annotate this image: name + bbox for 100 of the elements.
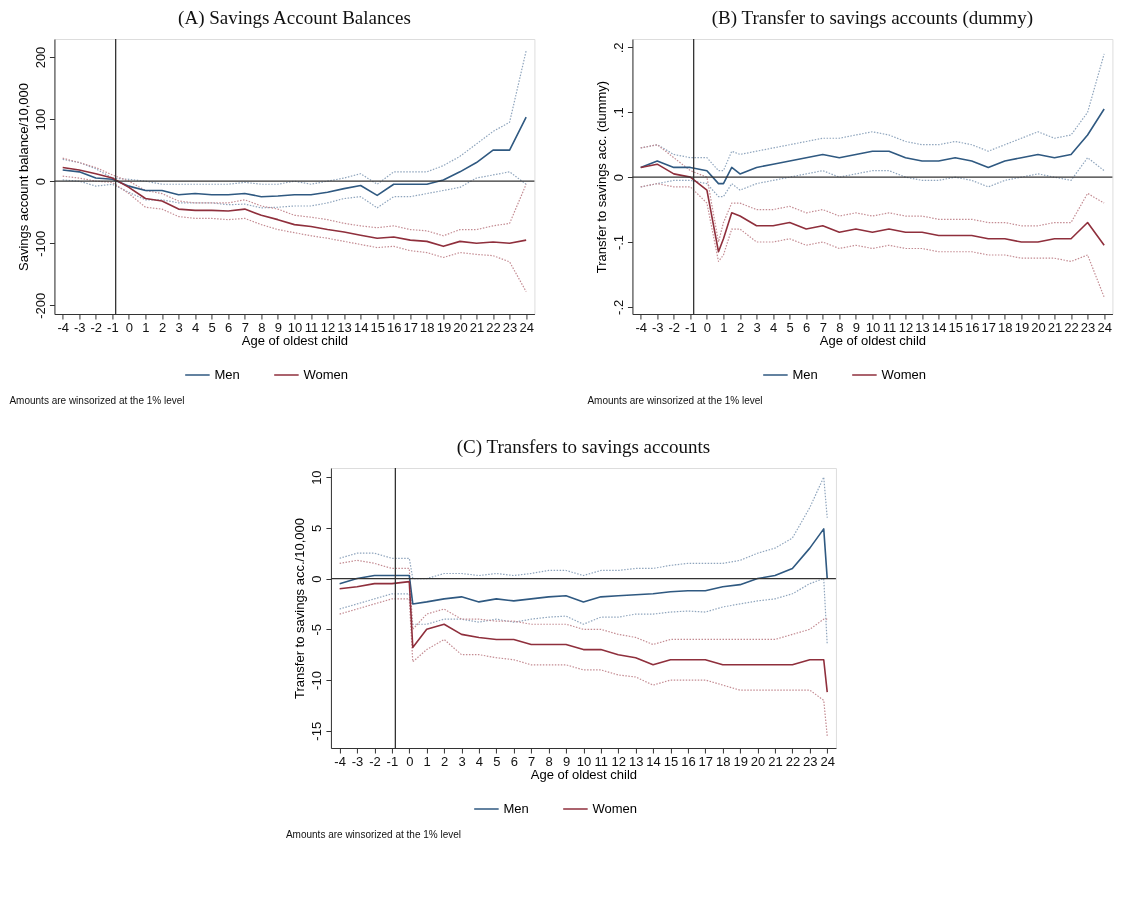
x-tick-label: -1 (386, 753, 399, 769)
y-tick-label: 0 (32, 178, 48, 186)
line-series (61, 116, 527, 198)
x-tick-label: 18 (420, 319, 435, 335)
x-tick-label: 19 (436, 319, 452, 335)
x-tick-label: 4 (192, 319, 200, 335)
x-tick-label: 20 (453, 319, 468, 335)
y-tick-label: .2 (610, 42, 626, 54)
y-tick-label: -.1 (610, 234, 626, 251)
chart-title: (B) Transfer to savings accounts (dummy) (711, 7, 1034, 30)
x-tick-label: 4 (475, 753, 484, 769)
x-tick-label: -4 (635, 319, 647, 335)
text: Amounts are winsorized at the 1% level (9, 395, 185, 406)
x-tick-label: 14 (353, 319, 369, 335)
y-tick-label: 10 (309, 470, 325, 485)
y-axis-title: Transfer to savings acc./10,000 (292, 518, 308, 699)
x-tick-label: 15 (663, 753, 679, 769)
x-tick-label: 5 (493, 753, 501, 769)
x-tick-label: 13 (628, 753, 644, 769)
x-axis-title: Age of oldest child (241, 332, 349, 348)
chart-title: (A) Savings Account Balances (178, 7, 411, 30)
x-tick-label: 12 (320, 319, 336, 335)
x-tick-label: 21 (1047, 319, 1063, 335)
text: Amounts are winsorized at the 1% level (285, 829, 462, 840)
legend-label: Men (503, 801, 529, 816)
x-tick-label: 15 (948, 319, 963, 335)
y-axis-title: Transfer to savings acc. (dummy) (593, 80, 609, 274)
x-tick-label: 19 (1014, 319, 1030, 335)
x-tick-label: 2 (441, 753, 449, 769)
x-tick-label: 18 (998, 319, 1013, 335)
x-tick-label: 3 (175, 319, 183, 335)
x-tick-label: -1 (107, 319, 119, 335)
x-tick-label: 0 (125, 319, 134, 335)
x-tick-label: 9 (852, 319, 860, 335)
x-tick-label: 7 (241, 319, 249, 335)
x-tick-label: -1 (685, 319, 697, 335)
y-tick-label: -.2 (610, 299, 626, 315)
x-tick-label: 20 (750, 753, 766, 769)
x-tick-label: 3 (458, 753, 466, 769)
x-tick-label: 6 (510, 753, 518, 769)
line-series (640, 183, 1105, 298)
x-tick-label: 0 (703, 319, 712, 335)
x-tick-label: 6 (803, 319, 811, 335)
line-series (62, 50, 527, 185)
x-tick-label: 13 (915, 319, 930, 335)
x-tick-label: 22 (486, 319, 501, 335)
x-tick-label: 1 (423, 753, 431, 769)
x-tick-label: 11 (882, 319, 897, 335)
text: Amounts are winsorized at the 1% level (587, 395, 763, 406)
x-tick-label: 12 (611, 753, 626, 769)
line-series (338, 580, 829, 693)
x-tick-label: 10 (576, 753, 592, 769)
x-tick-label: 16 (965, 319, 980, 335)
x-tick-label: 10 (865, 319, 881, 335)
line-series (339, 577, 828, 646)
x-tick-label: 19 (733, 753, 748, 769)
x-tick-label: 4 (770, 319, 778, 335)
x-tick-label: -4 (57, 319, 69, 335)
y-tick-label: -200 (32, 292, 48, 319)
legend-label: Men (214, 367, 240, 382)
x-tick-label: 5 (208, 319, 216, 335)
y-tick-label: 200 (32, 46, 48, 69)
legend-label: Women (592, 801, 637, 816)
line-series (62, 171, 527, 209)
x-tick-label: -4 (334, 753, 346, 769)
y-tick-label: -100 (32, 230, 48, 257)
y-tick-label: 100 (32, 108, 48, 131)
x-tick-label: -3 (651, 319, 664, 335)
x-axis-title: Age of oldest child (819, 332, 927, 348)
x-tick-label: 22 (785, 753, 801, 769)
x-tick-label: -2 (668, 319, 681, 335)
y-tick-label: -5 (309, 624, 325, 636)
x-tick-label: 23 (803, 753, 818, 769)
line-series (639, 163, 1105, 253)
legend-label: Women (881, 367, 926, 382)
x-tick-label: -3 (351, 753, 364, 769)
line-series (338, 528, 829, 605)
x-tick-label: 14 (931, 319, 947, 335)
x-axis-title: Age of oldest child (530, 766, 638, 782)
x-tick-label: 14 (646, 753, 661, 769)
line-series (62, 175, 527, 293)
x-tick-label: 8 (545, 753, 553, 769)
x-tick-label: 11 (304, 319, 319, 335)
y-tick-label: 0 (610, 174, 626, 182)
x-tick-label: 9 (562, 753, 571, 769)
chart-title: (C) Transfers to savings accounts (456, 436, 711, 459)
y-tick-label: -15 (309, 721, 325, 741)
x-tick-label: 2 (158, 319, 167, 335)
x-tick-label: -2 (369, 753, 381, 769)
y-tick-label: .1 (610, 107, 626, 119)
x-tick-label: 1 (142, 319, 150, 335)
legend-label: Men (792, 367, 818, 382)
line-series (339, 476, 828, 580)
x-tick-label: 13 (337, 319, 352, 335)
x-tick-label: 23 (502, 319, 518, 335)
y-tick-label: 5 (309, 524, 325, 532)
x-tick-label: 21 (469, 319, 485, 335)
x-tick-label: 8 (836, 319, 844, 335)
x-tick-label: 7 (819, 319, 827, 335)
line-series (61, 166, 527, 248)
